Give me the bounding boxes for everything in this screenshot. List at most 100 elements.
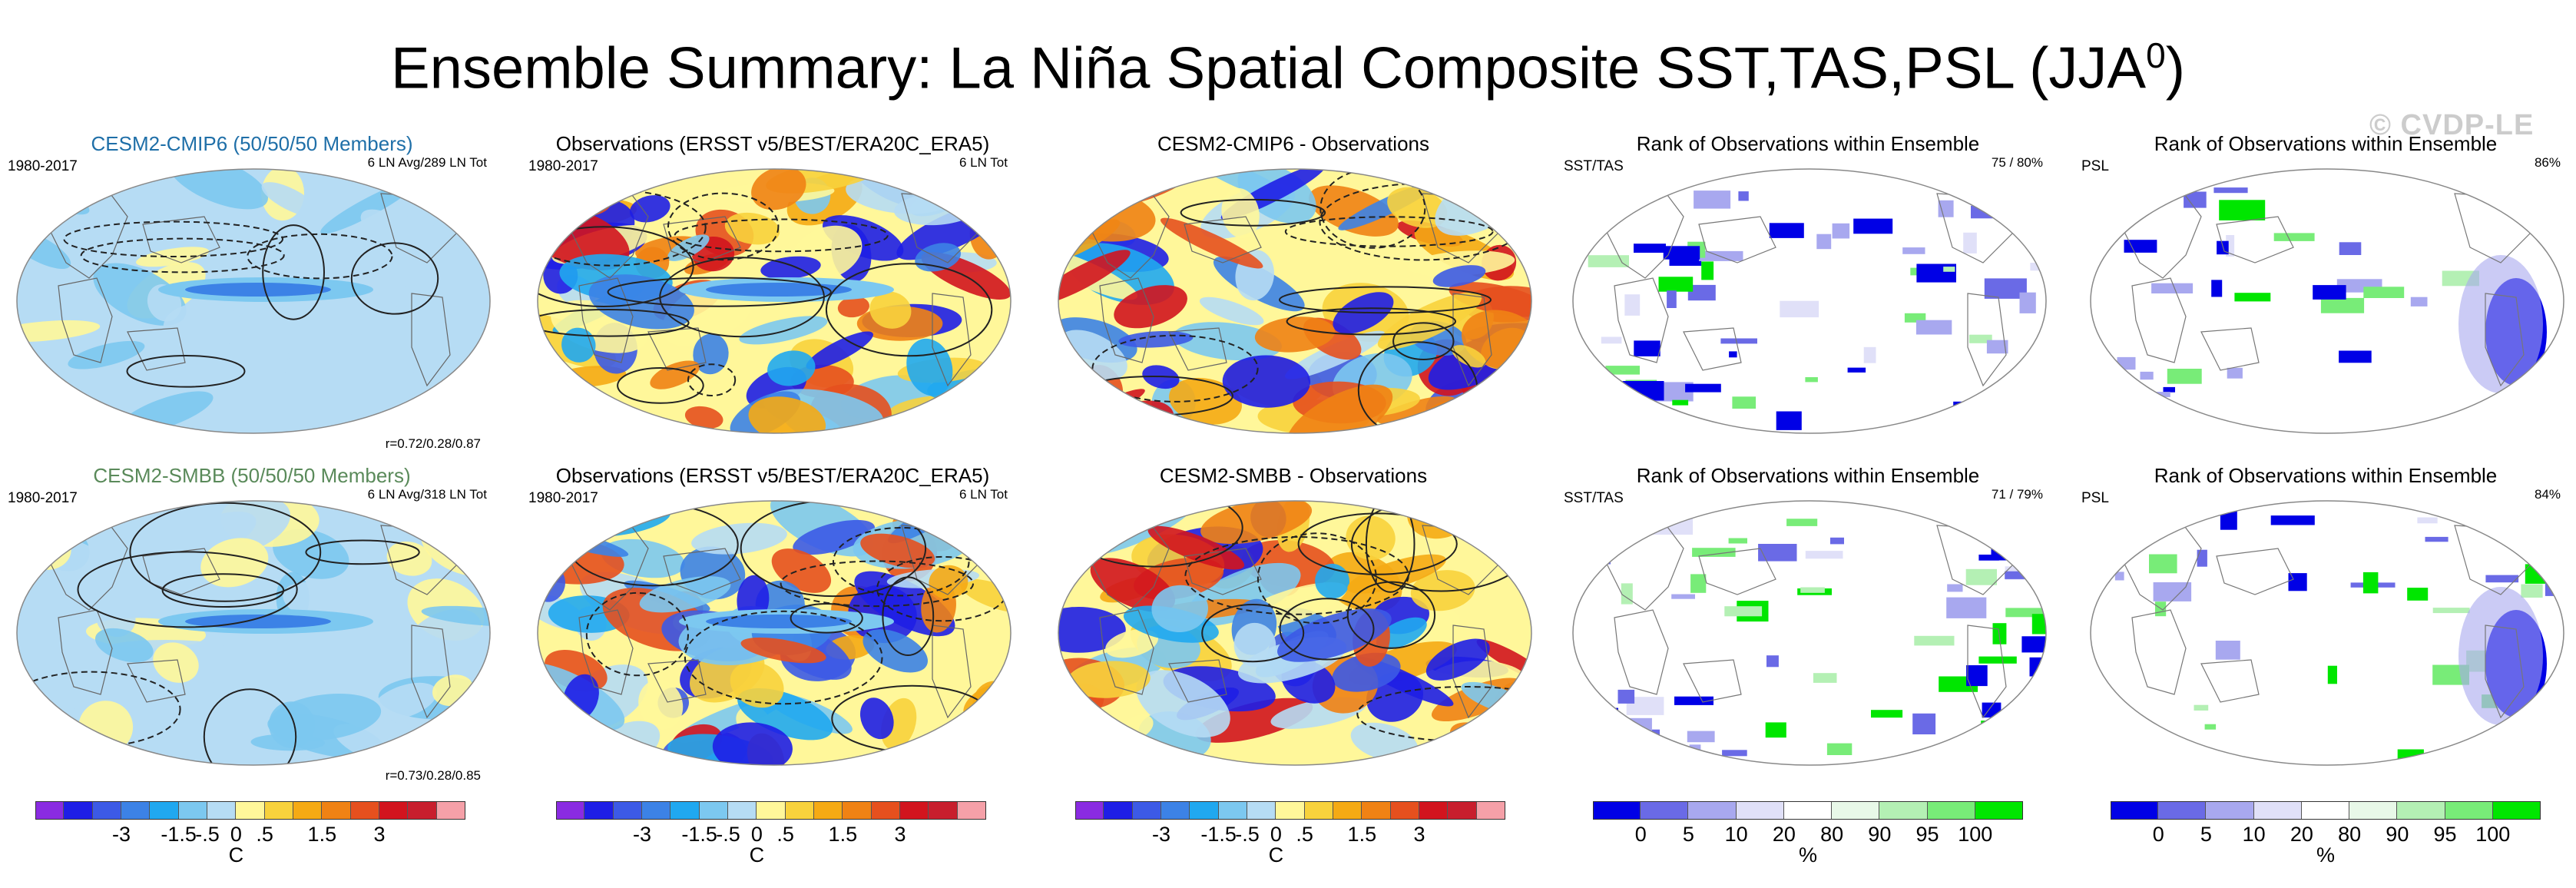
panel-period-label: 1980-2017 [528,158,598,174]
rank-patch [1978,656,2017,664]
coastline [2485,625,2525,719]
colorbar-swatch [957,801,986,820]
rank-patch [2114,572,2124,581]
rank-patch [1946,597,1987,618]
rank-patch [1720,338,1757,344]
psl-contour [1346,581,1436,649]
world-map [1572,500,2047,766]
anomaly-patch [1058,250,1131,306]
colorbar-swatch [293,801,323,820]
rank-patch [1732,396,1757,409]
rank-patch [2410,297,2428,306]
world-map [1058,500,1532,766]
rank-patch [2339,350,2372,363]
rank-patch [1633,729,1660,744]
colorbar-tick-label: -1.5 [681,823,717,846]
rank-patch [1776,411,1802,430]
anomaly-patch [1277,608,1392,662]
rank-patch [1914,635,1955,646]
rank-patch [1663,246,1700,260]
coastline [2200,659,2260,703]
panel-title: Rank of Observations within Ensemble [2154,132,2498,155]
colorbar-swatch [813,801,843,820]
coastline [1168,327,1227,371]
anomaly-patch [1504,189,1531,212]
colorbar-tick-label: 3 [894,823,906,846]
panel-info-label: 71 / 79% [1991,487,2043,502]
watermark: © CVDP-LE [2369,109,2535,141]
rank-patch [2109,179,2151,197]
anomaly-patch [869,291,912,329]
colorbar-swatches [1075,801,1505,820]
colorbar-swatch [1879,801,1928,820]
rank-patch [1634,244,1666,253]
anomaly-patch [269,701,315,748]
rank-patch [1992,623,2007,644]
rank-patch [1991,547,2036,561]
anomaly-patch [17,171,90,215]
rank-patch [2502,204,2517,213]
anomaly-patch [1407,250,1515,277]
rank-patch [1968,334,1992,343]
colorbar-tick-label: 10 [1724,823,1748,846]
colorbar-tick-label: -1.5 [1200,823,1237,846]
colorbar-swatch [871,801,900,820]
rank-patch [1826,743,1853,755]
rank-patch [1593,707,1618,717]
panel-info-label: 75 / 80% [1991,155,2043,170]
colorbar-swatch [150,801,179,820]
colorbar-tick-label: -1.5 [161,823,197,846]
rank-patch [2485,575,2519,583]
colorbar-swatch [1304,801,1333,820]
colorbar-swatch [670,801,700,820]
psl-contour [161,573,285,608]
rank-patch [1634,340,1660,356]
colorbar-tick-label: 10 [2242,823,2266,846]
psl-contour [63,220,283,258]
rank-patch [1863,346,1876,363]
coastline [1168,659,1227,703]
map-frame [16,168,491,434]
coastline [1099,609,1154,695]
anomaly-patch [310,646,388,677]
panel-period-label: 1980-2017 [8,490,78,506]
rank-patch [2027,697,2046,705]
colorbar-tick-label: 5 [1682,823,1694,846]
rank-patch [1995,194,2009,210]
coastline [647,327,707,371]
rank-patch [1966,665,1988,687]
anomaly-patch [760,256,821,280]
coastline [1184,548,1262,595]
coastline [1099,277,1154,363]
colorbar-swatch [322,801,351,820]
colorbar-swatch [641,801,671,820]
colorbar-swatch [1276,801,1305,820]
rank-patch [2124,240,2157,253]
colorbar-tick-label: 90 [2386,823,2409,846]
psl-contour [1297,512,1458,575]
anomaly-patch [1449,282,1531,317]
colorbar-swatch [121,801,151,820]
rank-patch [1685,383,1721,393]
rank-patch [1769,223,1804,238]
colorbar-swatch [1927,801,1975,820]
panel-info-label: 84% [2534,487,2561,502]
anomaly-patch [1254,316,1336,353]
coastline [142,548,220,595]
world-map [537,500,1012,766]
colorbar-swatch [1132,801,1161,820]
coastline [578,609,634,695]
psl-contour [247,233,393,280]
anomaly-patch [1058,389,1145,433]
rank-patch [2320,297,2365,313]
anomaly-patch [1481,515,1530,543]
anomaly-patch [78,191,192,227]
rank-patch [1871,710,1903,718]
map-panel: CESM2-SMBB - Observations [1048,464,1539,794]
psl-contour [1392,322,1455,360]
psl-contour [538,309,690,337]
rank-patch [1915,320,1952,335]
rank-patch [2027,422,2046,429]
main-title: Ensemble Summary: La Niña Spatial Compos… [0,17,2576,107]
coastline [411,625,451,719]
